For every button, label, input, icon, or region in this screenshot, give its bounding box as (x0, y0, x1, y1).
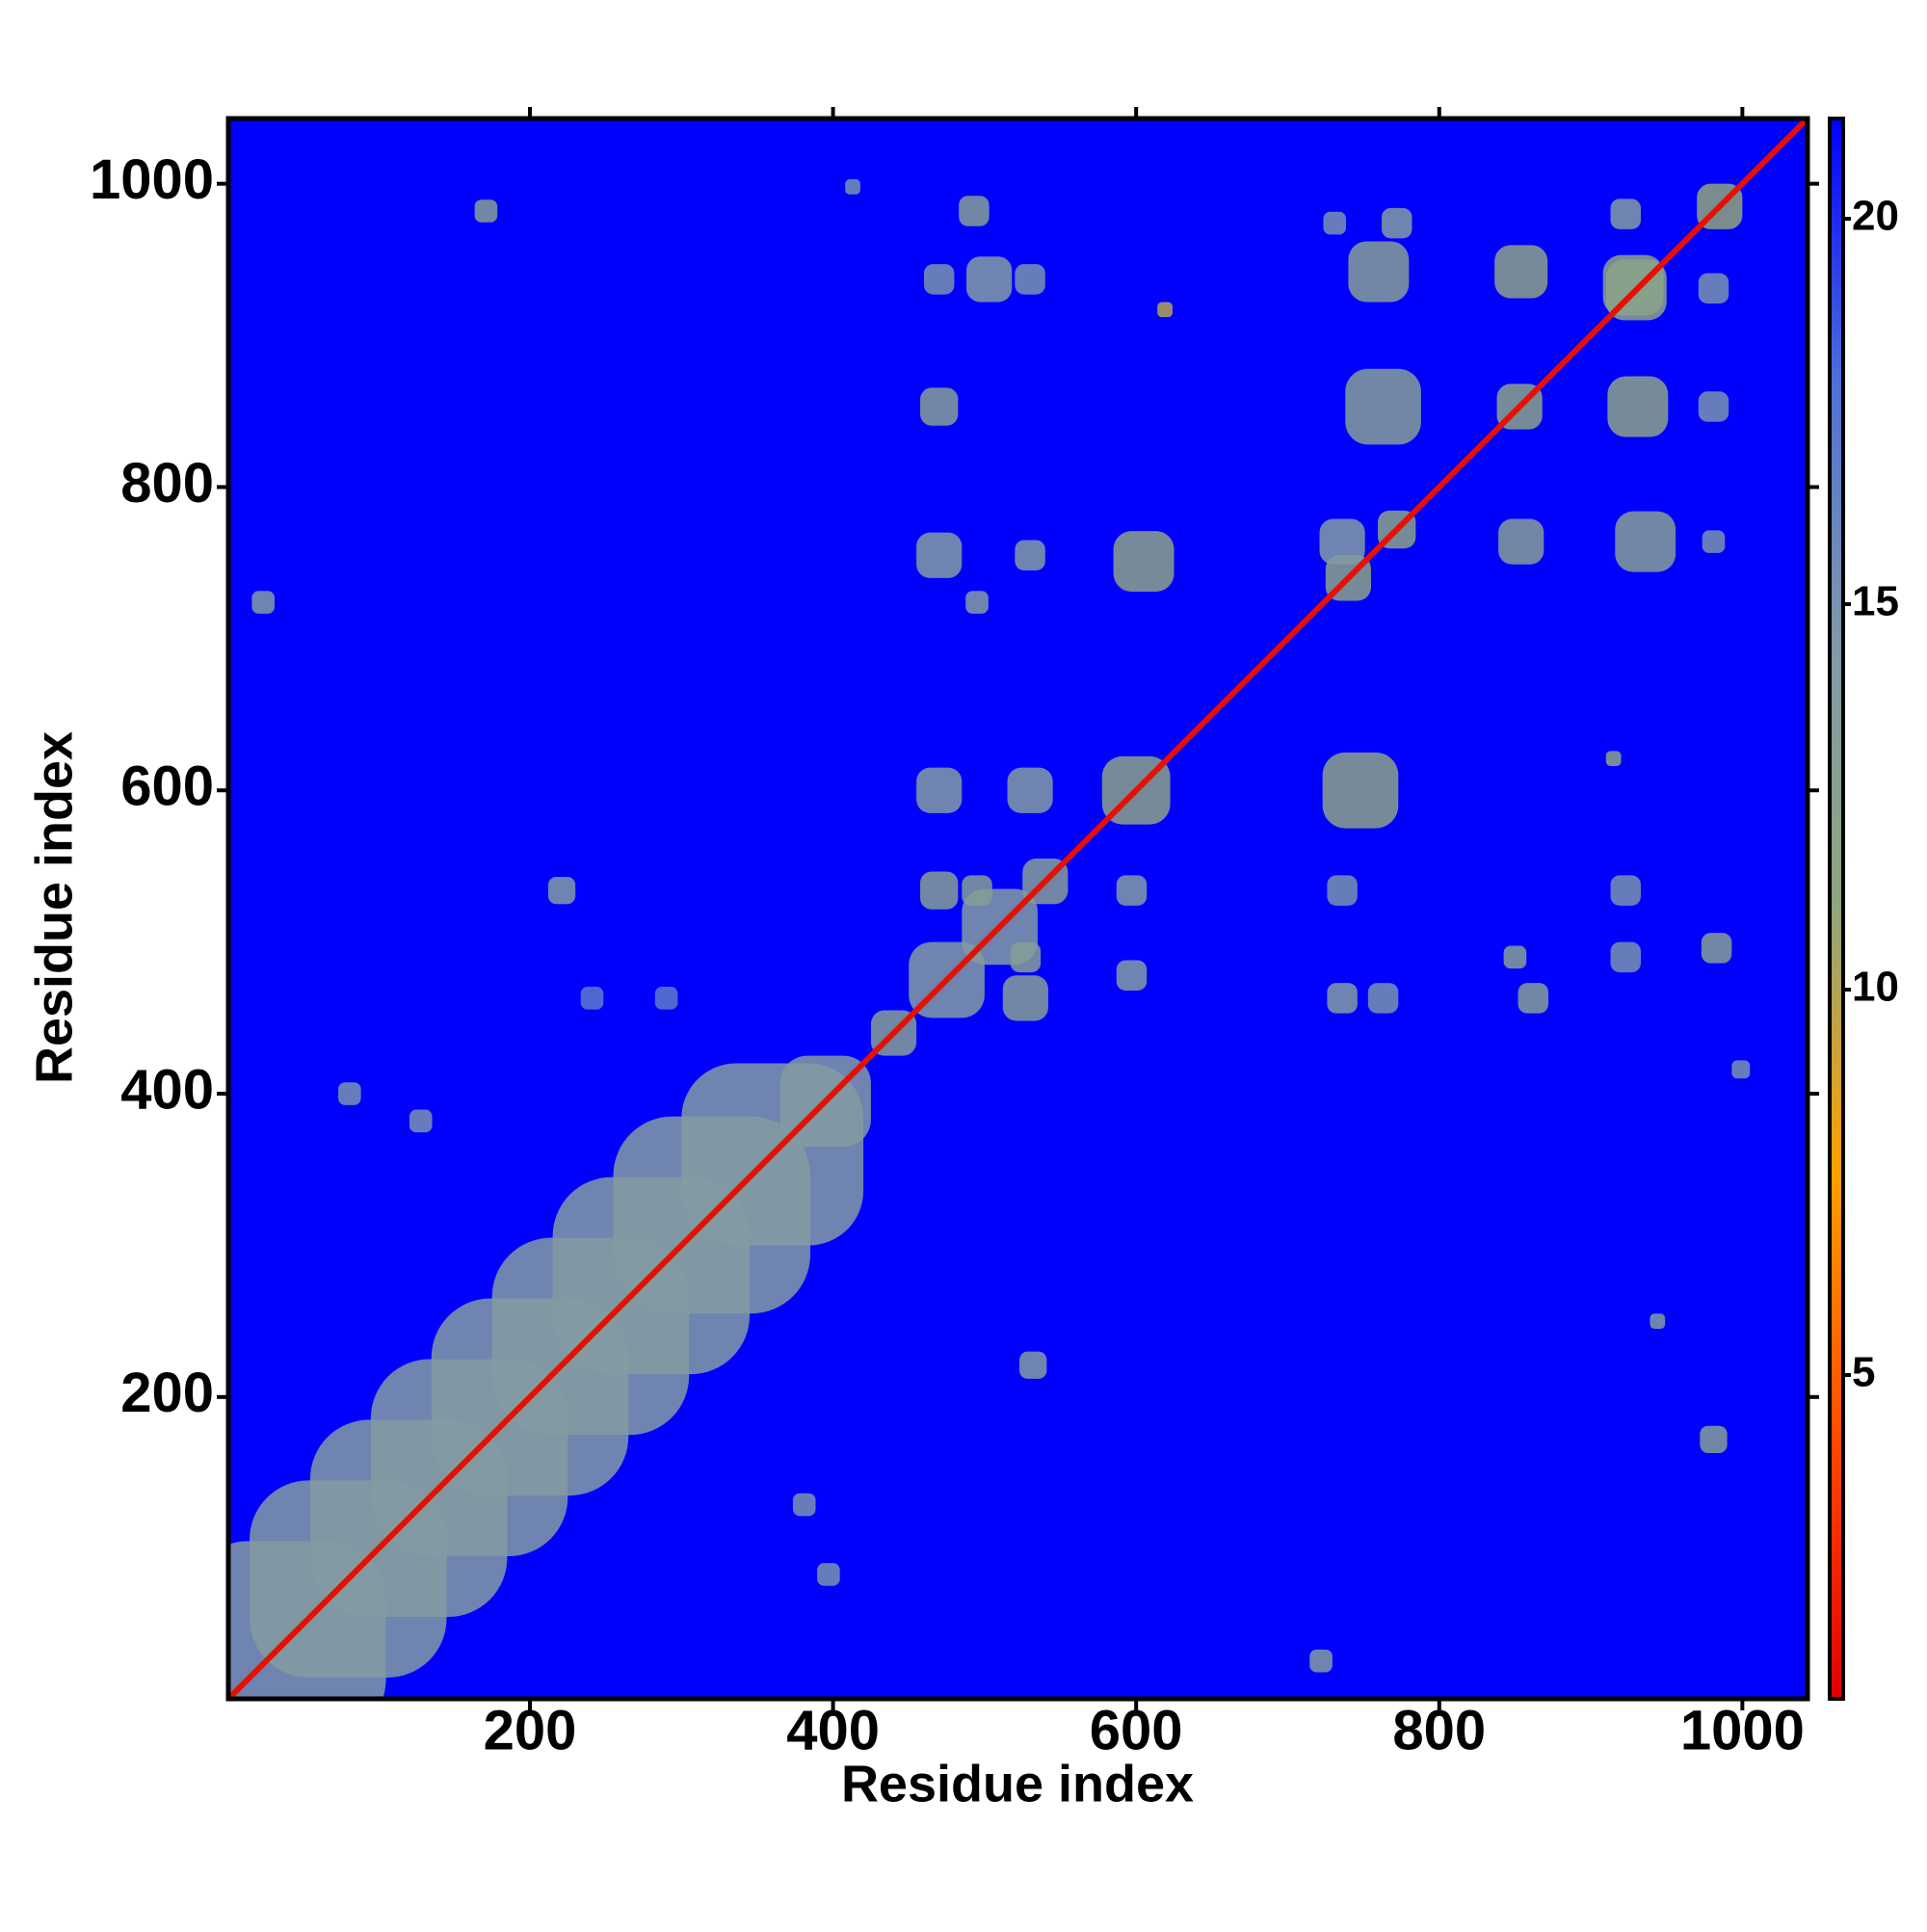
colorbar-tick-label: 15 (1852, 578, 1899, 625)
heat-cell (1019, 1351, 1047, 1379)
heat-cell (1518, 983, 1549, 1014)
y-tick-label: 1000 (90, 148, 214, 211)
heat-cell (965, 591, 989, 614)
heat-cell (1015, 540, 1045, 571)
y-tick-label: 200 (120, 1362, 214, 1424)
heat-cell (1116, 875, 1148, 906)
heat-cell (959, 196, 990, 226)
heat-cell (920, 871, 959, 910)
heat-cell (1650, 1313, 1666, 1329)
heat-cell (1701, 933, 1732, 964)
y-tick-label: 800 (120, 452, 214, 515)
heat-cell (409, 1109, 433, 1133)
plot-area (228, 119, 1808, 1699)
heat-cell (1498, 518, 1544, 565)
heat-cell (923, 264, 955, 295)
heat-cell (1319, 518, 1365, 565)
x-axis-title: Residue index (841, 1755, 1194, 1813)
heat-cell (1698, 273, 1729, 304)
heat-cell (1610, 198, 1641, 229)
heat-cell (580, 987, 604, 1010)
x-tick-label: 400 (786, 1699, 880, 1761)
colorbar-tick-label: 5 (1852, 1349, 1875, 1396)
heat-cell (1602, 254, 1664, 316)
heat-cell (1345, 368, 1421, 445)
heat-cell (338, 1082, 361, 1105)
heat-cell (251, 591, 275, 614)
heat-cell (845, 178, 860, 195)
heat-cell (1116, 960, 1148, 991)
heat-cell (916, 767, 963, 813)
plot-frame (225, 116, 1810, 1702)
heat-cell (916, 532, 963, 578)
heat-cell (1327, 875, 1358, 906)
colorbar (1828, 117, 1845, 1701)
heat-cell (1382, 207, 1412, 239)
y-tick-label: 600 (120, 755, 214, 818)
heat-cell (920, 387, 959, 426)
heat-cell (817, 1563, 840, 1586)
heat-cell (1610, 941, 1641, 973)
colorbar-tick-label: 20 (1852, 193, 1899, 240)
heat-cell (1731, 1060, 1751, 1079)
heat-cell (1348, 241, 1410, 303)
heat-cell (1607, 376, 1669, 437)
x-tick-label: 800 (1392, 1699, 1486, 1761)
heat-cell (1113, 531, 1175, 593)
heat-cell (1503, 945, 1527, 969)
diagonal (228, 119, 1808, 1699)
x-tick-label: 1000 (1680, 1699, 1805, 1761)
heat-cell (1007, 767, 1053, 813)
heat-cell (962, 875, 992, 906)
colorbar-tick-label: 10 (1852, 964, 1899, 1011)
heat-cell (1605, 751, 1622, 767)
heat-cell (1309, 1649, 1333, 1673)
y-tick-label: 400 (120, 1058, 214, 1121)
heat-cell (1015, 264, 1045, 295)
heat-cell (1323, 211, 1347, 235)
heat-cell (966, 256, 1013, 303)
x-tick-label: 600 (1090, 1699, 1183, 1761)
heat-cell (1494, 245, 1548, 299)
heat-cell (1322, 752, 1399, 829)
heat-cell (1698, 391, 1729, 422)
heat-cell (1610, 875, 1641, 906)
heat-cell (547, 876, 576, 905)
heat-cell (1700, 1425, 1728, 1454)
y-axis-title: Residue index (25, 731, 83, 1084)
heat-cell (1010, 941, 1042, 973)
heat-cell (1327, 983, 1358, 1014)
heat-cell (1615, 511, 1676, 572)
heat-cell (1157, 302, 1173, 318)
heat-cell (1367, 983, 1399, 1014)
heat-cell (1702, 530, 1726, 553)
heat-cell (474, 199, 498, 223)
heat-cell (654, 987, 678, 1010)
heat-cell (1002, 975, 1048, 1021)
heat-cell (792, 1493, 816, 1517)
x-tick-label: 200 (484, 1699, 577, 1761)
